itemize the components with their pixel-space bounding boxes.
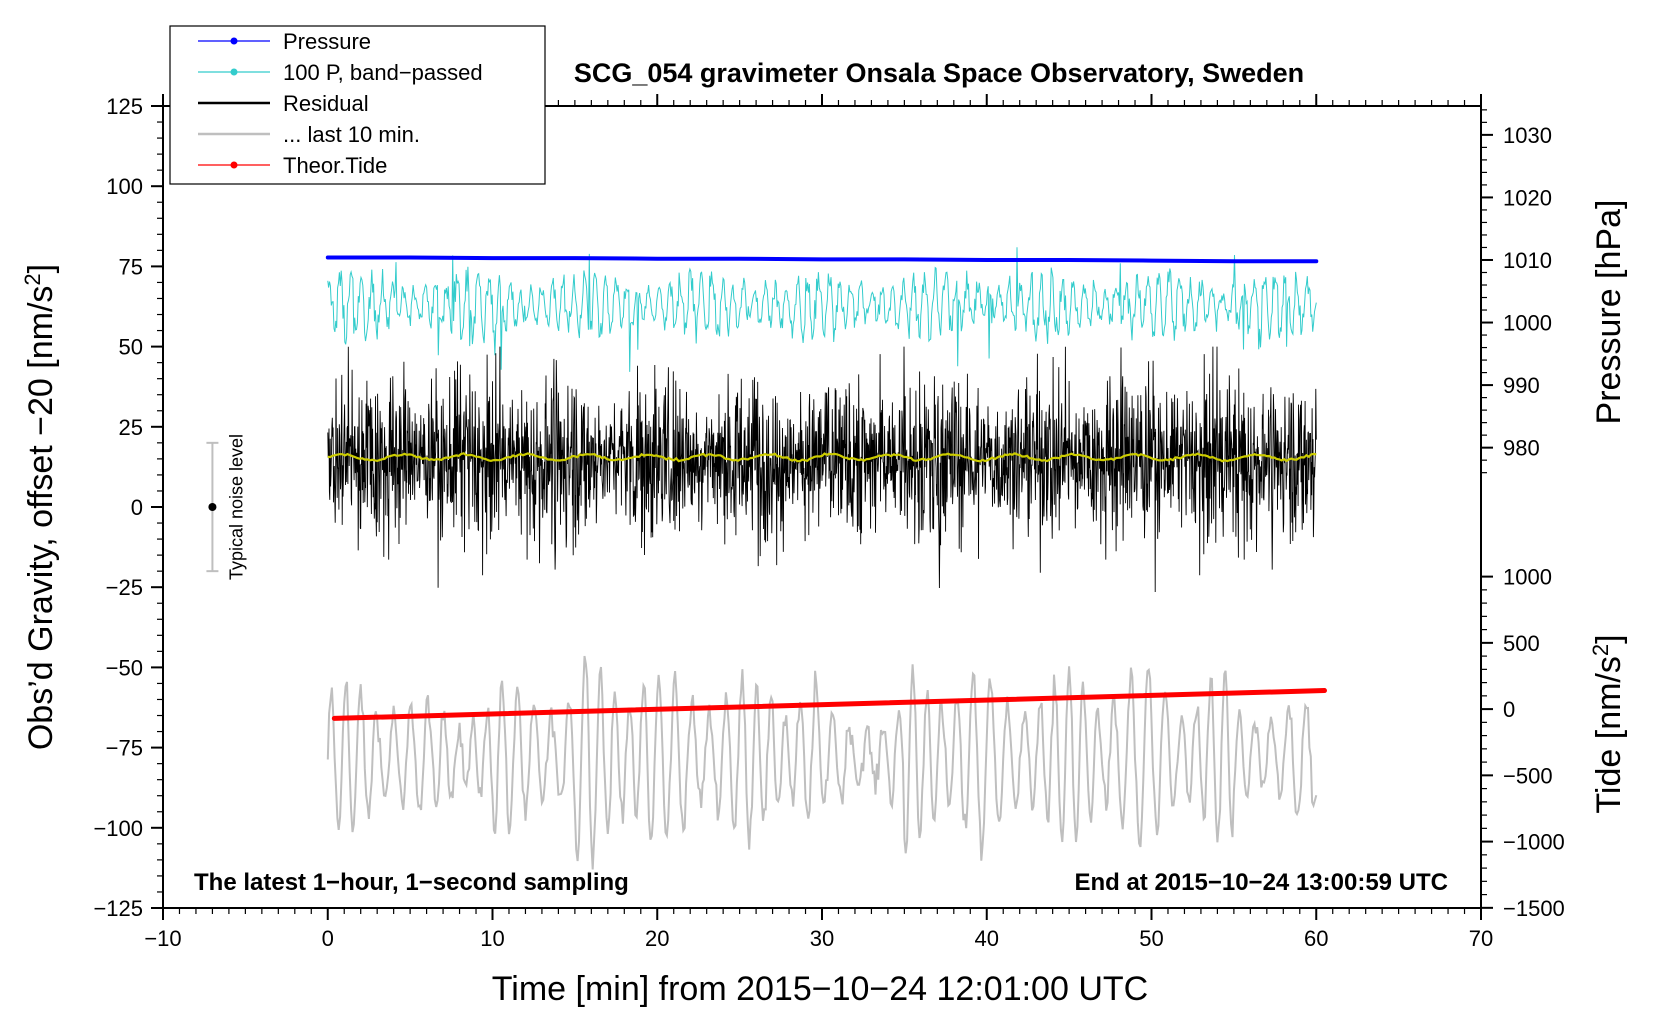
pressure-tick-label: 1010 xyxy=(1503,248,1552,273)
noise-bar-label: Typical noise level xyxy=(226,434,246,580)
x-axis-label: Time [min] from 2015−10−24 12:01:00 UTC xyxy=(492,970,1148,1008)
y-tick-label: −50 xyxy=(106,655,143,680)
y-tick-label: 125 xyxy=(106,94,143,119)
legend-box xyxy=(169,25,546,185)
x-tick-label: 0 xyxy=(322,926,334,951)
series-last-10-min xyxy=(326,655,1318,870)
y-axis-label-tide-sup: 2 xyxy=(1588,644,1613,656)
chart-title: SCG_054 gravimeter Onsala Space Observat… xyxy=(574,58,1304,88)
ticks-layer: −10 0 10 20 30 40 50 60 701251007550250−25−50−75… xyxy=(93,94,1565,951)
series-residual xyxy=(327,346,1317,593)
y-axis-label-left-close: ] xyxy=(22,264,60,273)
legend-entries: Pressure 100 P, band−passed Residual ... la… xyxy=(198,29,483,178)
series-band-passed-pressure xyxy=(327,247,1317,372)
y-axis-label-left-main: Obs’d Gravity, offset −20 xyxy=(22,378,60,750)
tide-tick-label: 500 xyxy=(1503,631,1540,656)
y-axis-label-left-unit: nm/s xyxy=(22,286,60,360)
legend-label: Residual xyxy=(283,91,369,116)
x-tick-label: 50 xyxy=(1139,926,1163,951)
pressure-tick-label: 1000 xyxy=(1503,311,1552,336)
x-tick-label: 20 xyxy=(645,926,669,951)
series-pressure xyxy=(325,255,1319,264)
y-tick-label: 100 xyxy=(106,174,143,199)
pressure-tick-label: 1020 xyxy=(1503,185,1552,210)
y-tick-label: −25 xyxy=(106,575,143,600)
noise-bar-dot xyxy=(208,503,217,511)
tide-tick-label: 1000 xyxy=(1503,565,1552,590)
x-tick-label: 10 xyxy=(480,926,504,951)
annotation-end-time: End at 2015−10−24 13:00:59 UTC xyxy=(1074,869,1448,896)
tide-tick-label: −1000 xyxy=(1503,830,1565,855)
y-axis-label-tide-end: ] xyxy=(1590,634,1628,643)
y-axis-label-left: Obs’d Gravity, offset −20 [nm/s2] xyxy=(20,264,60,750)
tide-tick-label: −1500 xyxy=(1503,896,1565,921)
annotation-sampling: The latest 1−hour, 1−second sampling xyxy=(194,869,629,896)
legend-label: Theor.Tide xyxy=(283,153,387,178)
y-axis-label-tide: Tide [nm/s2] xyxy=(1588,634,1628,813)
y-axis-label-left-sup: 2 xyxy=(20,273,45,285)
y-tick-label: 0 xyxy=(131,495,143,520)
y-axis-label-tide-main: Tide [nm/s xyxy=(1590,656,1628,813)
y-tick-label: 25 xyxy=(119,415,143,440)
legend-marker xyxy=(230,161,238,169)
legend-label: Pressure xyxy=(283,29,371,54)
x-tick-label: 40 xyxy=(975,926,999,951)
x-tick-label: −10 xyxy=(144,926,181,951)
y-tick-label: 75 xyxy=(119,254,143,279)
x-tick-label: 30 xyxy=(810,926,834,951)
x-tick-label: 60 xyxy=(1304,926,1328,951)
legend-marker xyxy=(230,68,238,76)
legend-label: 100 P, band−passed xyxy=(283,60,483,85)
pressure-tick-label: 990 xyxy=(1503,373,1540,398)
noise-bar xyxy=(206,441,219,573)
y-tick-label: 50 xyxy=(119,335,143,360)
tide-tick-label: −500 xyxy=(1503,763,1553,788)
data-layer xyxy=(325,247,1327,870)
y-tick-label: −75 xyxy=(106,736,143,761)
y-axis-label-pressure: Pressure [hPa] xyxy=(1590,200,1628,425)
y-tick-label: −100 xyxy=(93,816,143,841)
tide-tick-label: 0 xyxy=(1503,697,1515,722)
series-residual-mean xyxy=(327,452,1317,463)
y-tick-label: −125 xyxy=(93,896,143,921)
legend: Pressure 100 P, band−passed Residual ... la… xyxy=(169,25,546,185)
y-axis-label-left-open: [ xyxy=(22,359,60,378)
pressure-tick-label: 1030 xyxy=(1503,123,1552,148)
legend-marker xyxy=(230,37,238,45)
x-tick-label: 70 xyxy=(1469,926,1493,951)
pressure-tick-label: 980 xyxy=(1503,436,1540,461)
series-theor-tide xyxy=(331,688,1327,721)
legend-label: ... last 10 min. xyxy=(283,122,420,147)
